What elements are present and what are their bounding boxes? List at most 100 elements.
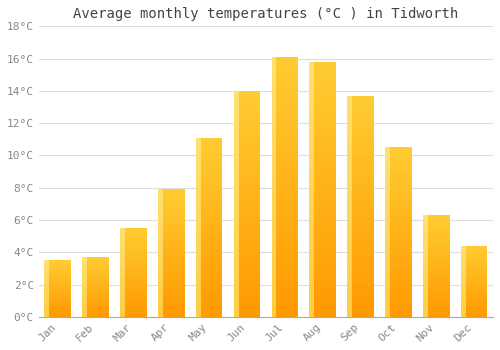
Bar <box>272 148 298 151</box>
Bar <box>234 125 260 127</box>
Bar <box>385 213 390 215</box>
Bar <box>196 200 222 203</box>
Bar <box>120 303 146 304</box>
Bar <box>44 315 71 316</box>
Bar <box>234 232 238 235</box>
Bar <box>82 296 87 297</box>
Bar <box>82 274 87 275</box>
Bar <box>272 80 276 83</box>
Bar <box>158 231 184 232</box>
Bar <box>158 196 184 197</box>
Bar <box>82 284 109 285</box>
Bar <box>348 251 352 253</box>
Bar <box>385 274 411 277</box>
Bar <box>82 273 109 274</box>
Bar <box>423 216 428 218</box>
Bar <box>158 307 184 309</box>
Bar <box>385 245 390 247</box>
Bar <box>272 93 298 96</box>
Bar <box>158 301 184 302</box>
Bar <box>423 251 428 252</box>
Bar <box>348 234 352 237</box>
Bar <box>461 280 487 281</box>
Bar <box>385 215 411 217</box>
Bar <box>461 261 487 262</box>
Bar <box>385 194 411 196</box>
Bar <box>120 304 146 306</box>
Bar <box>234 255 238 258</box>
Bar <box>234 297 238 300</box>
Bar <box>310 65 314 68</box>
Bar <box>196 155 200 158</box>
Bar <box>120 252 125 253</box>
Bar <box>272 180 298 184</box>
Bar <box>196 254 200 256</box>
Bar <box>423 274 428 275</box>
Bar <box>423 260 450 261</box>
Bar <box>272 278 276 281</box>
Bar <box>423 266 428 267</box>
Bar <box>461 249 487 250</box>
Bar <box>44 281 71 282</box>
Bar <box>120 250 146 251</box>
Bar <box>158 287 184 288</box>
Bar <box>196 176 222 178</box>
Bar <box>272 210 298 213</box>
Bar <box>385 238 411 240</box>
Bar <box>196 200 200 203</box>
Bar <box>348 184 374 187</box>
Bar <box>348 220 352 223</box>
Bar <box>234 127 238 131</box>
Bar <box>423 222 450 223</box>
Bar <box>423 246 450 247</box>
Bar <box>310 196 314 199</box>
Bar <box>120 268 125 269</box>
Bar <box>348 248 352 251</box>
Bar <box>423 254 428 256</box>
Bar <box>120 271 125 272</box>
Bar <box>158 221 184 223</box>
Bar <box>423 266 450 267</box>
Bar <box>158 245 163 247</box>
Bar <box>310 148 314 151</box>
Bar <box>348 126 352 129</box>
Bar <box>120 291 146 292</box>
Bar <box>120 286 125 287</box>
Bar <box>234 195 238 198</box>
Bar <box>82 276 87 277</box>
Bar <box>423 312 450 313</box>
Bar <box>158 307 163 309</box>
Bar <box>272 190 276 193</box>
Bar <box>120 280 125 281</box>
Bar <box>461 264 466 265</box>
Bar <box>310 288 314 291</box>
Bar <box>310 215 314 218</box>
Bar <box>44 279 50 280</box>
Bar <box>385 238 390 240</box>
Bar <box>310 291 336 294</box>
Bar <box>120 269 146 270</box>
Bar <box>348 110 352 112</box>
Bar <box>423 284 450 285</box>
Bar <box>82 304 87 305</box>
Bar <box>234 272 260 274</box>
Bar <box>348 146 352 148</box>
Bar <box>461 247 466 248</box>
Bar <box>234 240 260 243</box>
Bar <box>310 208 336 212</box>
Bar <box>272 90 276 93</box>
Bar <box>44 290 50 291</box>
Bar <box>44 293 71 294</box>
Bar <box>461 299 487 300</box>
Bar <box>120 232 125 233</box>
Bar <box>461 305 466 306</box>
Bar <box>310 103 314 106</box>
Bar <box>423 250 450 251</box>
Bar <box>158 264 184 266</box>
Bar <box>348 303 352 306</box>
Bar <box>348 237 374 239</box>
Bar <box>234 142 260 145</box>
Bar <box>120 291 125 292</box>
Bar <box>461 259 487 260</box>
Bar <box>272 125 276 128</box>
